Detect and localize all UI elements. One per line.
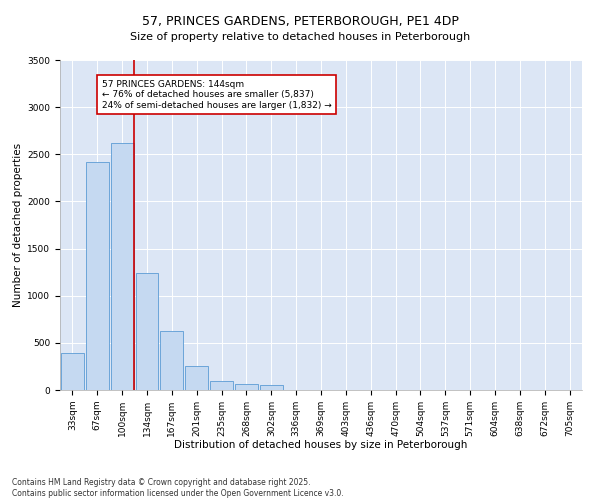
Bar [86, 162, 109, 390]
Text: Size of property relative to detached houses in Peterborough: Size of property relative to detached ho… [130, 32, 470, 42]
Text: Contains HM Land Registry data © Crown copyright and database right 2025.
Contai: Contains HM Land Registry data © Crown c… [12, 478, 344, 498]
Bar [210, 380, 233, 390]
Text: 57, PRINCES GARDENS, PETERBOROUGH, PE1 4DP: 57, PRINCES GARDENS, PETERBOROUGH, PE1 4… [142, 15, 458, 28]
Bar [235, 384, 258, 390]
Bar [61, 353, 84, 390]
Bar [136, 273, 158, 390]
Y-axis label: Number of detached properties: Number of detached properties [13, 143, 23, 307]
X-axis label: Distribution of detached houses by size in Peterborough: Distribution of detached houses by size … [175, 440, 467, 450]
Bar [260, 386, 283, 390]
Text: 57 PRINCES GARDENS: 144sqm
← 76% of detached houses are smaller (5,837)
24% of s: 57 PRINCES GARDENS: 144sqm ← 76% of deta… [102, 80, 332, 110]
Bar [160, 330, 183, 390]
Bar [185, 366, 208, 390]
Bar [111, 143, 134, 390]
